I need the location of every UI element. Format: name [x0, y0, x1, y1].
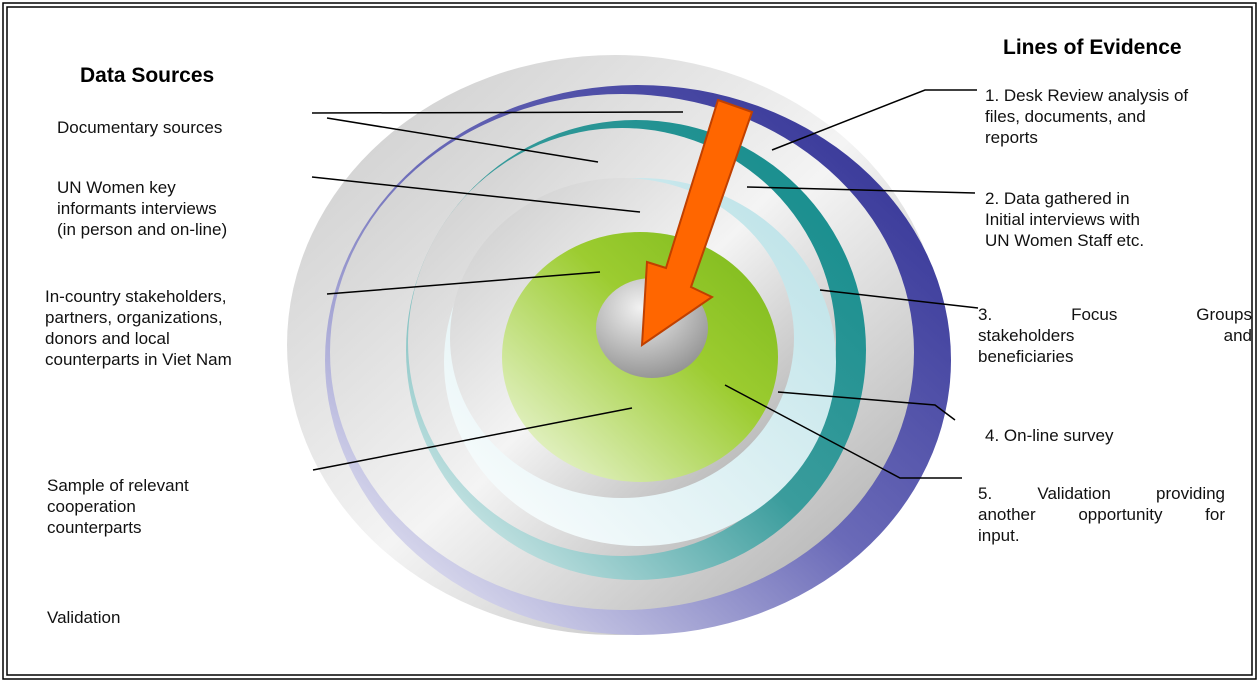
label-line: 1. Desk Review analysis of — [985, 86, 1189, 105]
frame — [6, 6, 1253, 676]
label-line: stakeholders and — [978, 326, 1252, 345]
label-line: 3. Focus Groups — [978, 305, 1252, 324]
label: 3. Focus Groups stakeholders and beneficia… — [978, 304, 1252, 367]
label: 5. Validation providing another opportuni… — [978, 483, 1225, 546]
label-line: Initial interviews with — [985, 210, 1140, 229]
label-line: donors and local — [45, 329, 170, 348]
heading: Lines of Evidence — [1003, 36, 1182, 59]
label-line: UN Women key — [57, 178, 176, 197]
label-line: Sample of relevant — [47, 476, 189, 495]
label-line: 5. Validation providing — [978, 484, 1225, 503]
label-line: reports — [985, 128, 1038, 147]
label-line: input. — [978, 526, 1020, 545]
label-line: 2. Data gathered in — [985, 189, 1130, 208]
label-line: Documentary sources — [57, 118, 223, 137]
connectors — [311, 89, 979, 479]
label-line: cooperation — [47, 497, 136, 516]
label: 1. Desk Review analysis of files, documen… — [985, 85, 1188, 148]
label-line: files, documents, and — [985, 107, 1146, 126]
heading: Data Sources — [80, 64, 215, 87]
label-line: informants interviews — [57, 199, 217, 218]
label-line: In-country stakeholders, — [45, 287, 227, 306]
label-line: Validation — [47, 608, 121, 627]
label: Documentary sources — [57, 117, 222, 138]
label-line: counterparts in Viet Nam — [45, 350, 232, 369]
label-line: partners, organizations, — [45, 308, 223, 327]
label: 2. Data gathered in Initial interviews wi… — [985, 188, 1144, 251]
label: UN Women key informants interviews (in per… — [57, 177, 227, 240]
label-line: 4. On-line survey — [985, 426, 1114, 445]
label: In-country stakeholders, partners, organi… — [45, 286, 232, 370]
label: 4. On-line survey — [985, 425, 1114, 446]
label: Validation — [47, 607, 120, 628]
label-line: UN Women Staff etc. — [985, 231, 1145, 250]
label-line: (in person and on-line) — [57, 220, 228, 239]
label-line: another opportunity for — [978, 505, 1225, 524]
label-line: beneficiaries — [978, 347, 1074, 366]
label-line: counterparts — [47, 518, 142, 537]
label: Sample of relevant cooperation counterpart… — [47, 475, 189, 538]
arrow — [640, 98, 754, 347]
